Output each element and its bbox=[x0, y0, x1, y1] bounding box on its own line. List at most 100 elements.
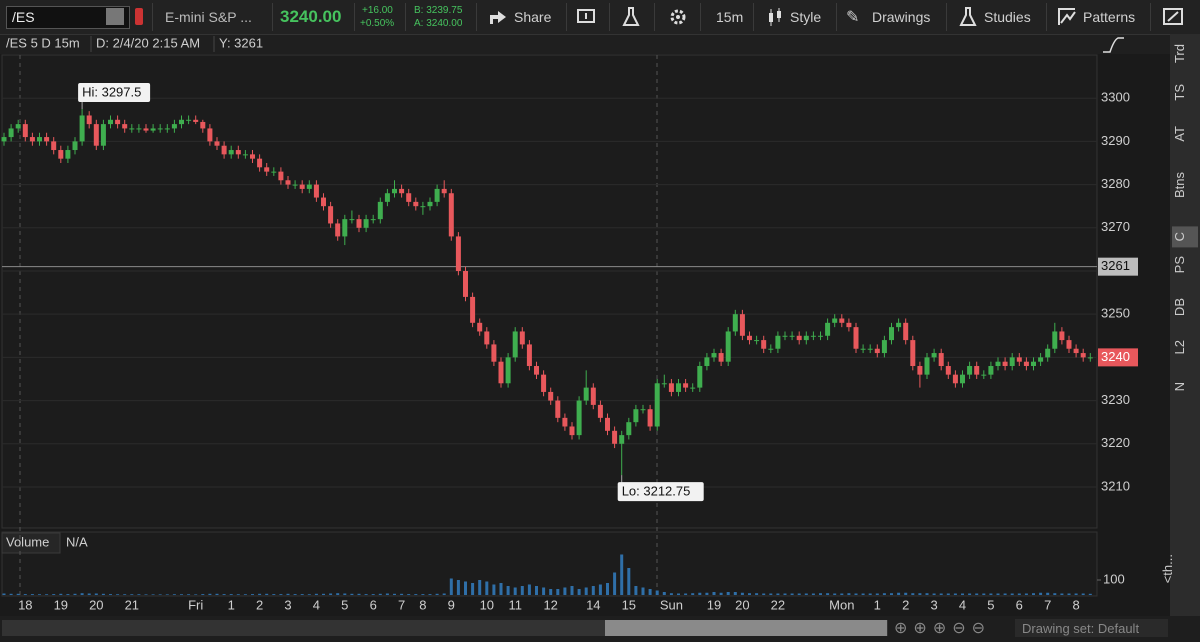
sidebar-tab[interactable]: DB bbox=[1172, 298, 1187, 317]
sidebar-tab[interactable]: AT bbox=[1172, 126, 1187, 142]
drawing-set[interactable]: Drawing set: Default bbox=[1022, 621, 1140, 636]
sidebar-tab[interactable]: TS bbox=[1172, 84, 1187, 101]
x-tick-label: 14 bbox=[586, 597, 600, 612]
symbol-dropdown[interactable] bbox=[106, 8, 124, 25]
volume-bar bbox=[726, 592, 730, 595]
drawings-icon[interactable]: ✎ bbox=[846, 9, 860, 26]
candle-body bbox=[931, 353, 937, 358]
volume-bar bbox=[1039, 592, 1043, 595]
volume-bar bbox=[1053, 593, 1057, 595]
candle-body bbox=[1045, 348, 1051, 358]
style-menu[interactable]: Style bbox=[790, 9, 822, 25]
studies-menu[interactable]: Studies bbox=[984, 9, 1031, 25]
sidebar-tab[interactable]: N bbox=[1172, 382, 1187, 392]
volume-bar bbox=[407, 594, 411, 595]
candle-body bbox=[668, 383, 674, 392]
volume-bar bbox=[662, 592, 666, 595]
volume-bar bbox=[279, 594, 283, 595]
candle-body bbox=[867, 348, 873, 350]
drawings-menu[interactable]: Drawings bbox=[872, 9, 931, 25]
style-icon[interactable] bbox=[1103, 37, 1124, 53]
sidebar-tab[interactable]: Trd bbox=[1172, 44, 1187, 64]
candle-body bbox=[164, 128, 170, 130]
volume-bar bbox=[442, 593, 446, 595]
volume-bar bbox=[591, 586, 595, 595]
candle-body bbox=[810, 335, 816, 337]
candle-body bbox=[271, 171, 277, 173]
volume-bar bbox=[314, 593, 318, 595]
share-button[interactable]: Share bbox=[514, 9, 552, 25]
flask-icon[interactable] bbox=[622, 7, 640, 27]
candle-body bbox=[676, 383, 681, 392]
candle-body bbox=[839, 318, 845, 323]
drawing-set-box[interactable] bbox=[1015, 619, 1168, 637]
sidebar-tab[interactable]: L2 bbox=[1172, 340, 1187, 355]
volume-bar bbox=[499, 583, 503, 595]
scrollbar-thumb[interactable] bbox=[605, 620, 887, 636]
candle-body bbox=[633, 409, 639, 423]
settings-icon[interactable] bbox=[668, 7, 688, 27]
candle-body bbox=[1066, 340, 1072, 349]
timeframe[interactable]: 15m bbox=[716, 9, 744, 25]
candle-body bbox=[79, 115, 85, 142]
volume-bar bbox=[776, 593, 780, 595]
y-tick-label: 3290 bbox=[1101, 133, 1130, 148]
price-plot: 3210322032303240325032603270328032903300… bbox=[1, 82, 1138, 612]
link-indicator[interactable] bbox=[135, 8, 143, 25]
x-tick-label: 5 bbox=[987, 597, 994, 612]
volume-bar bbox=[797, 593, 801, 595]
symbol[interactable]: /ES bbox=[12, 9, 35, 25]
sidebar-more[interactable]: <th... bbox=[1160, 554, 1175, 584]
candle-body bbox=[945, 366, 951, 375]
volume-bar bbox=[478, 580, 482, 595]
volume-bar bbox=[293, 594, 297, 595]
candle-body bbox=[292, 184, 298, 186]
candle-body bbox=[569, 426, 575, 436]
symbol-box[interactable] bbox=[6, 6, 130, 29]
message-icon[interactable] bbox=[577, 8, 597, 26]
candle-body bbox=[86, 115, 92, 125]
x-tick-label: 9 bbox=[448, 597, 455, 612]
candle-body bbox=[690, 387, 696, 389]
patterns-icon[interactable] bbox=[1057, 7, 1077, 27]
zoom-controls[interactable]: ⊕⊕⊕⊖⊖ bbox=[894, 620, 992, 637]
style-candles-icon[interactable] bbox=[766, 7, 784, 27]
x-tick-label: 18 bbox=[18, 597, 32, 612]
volume-bar bbox=[606, 583, 609, 595]
sidebar-tab[interactable]: C bbox=[1172, 226, 1198, 248]
studies-icon[interactable] bbox=[959, 7, 977, 27]
sidebar-tab[interactable]: Btns bbox=[1172, 172, 1187, 199]
volume-panel bbox=[1, 531, 1098, 597]
info-bar bbox=[0, 34, 1170, 54]
candle-body bbox=[200, 121, 206, 129]
candle-body bbox=[37, 137, 42, 142]
share-icon[interactable] bbox=[488, 8, 508, 26]
candle-body bbox=[605, 417, 610, 431]
candle-body bbox=[363, 219, 369, 228]
candle-body bbox=[491, 344, 497, 362]
volume-bar bbox=[826, 593, 830, 595]
toolbar: /ES E-mini S&P ... 3240.00 +16.00 +0.50%… bbox=[0, 0, 1200, 35]
patterns-menu[interactable]: Patterns bbox=[1083, 9, 1136, 25]
candle-body bbox=[896, 322, 902, 328]
volume-bar bbox=[144, 594, 148, 595]
volume-bar bbox=[520, 586, 524, 595]
volume-bar bbox=[1003, 593, 1007, 595]
candle-body bbox=[853, 327, 859, 349]
volume-bar bbox=[925, 593, 929, 595]
candle-body bbox=[143, 128, 149, 131]
sidebar-tab[interactable]: PS bbox=[1172, 256, 1187, 274]
volume-bar bbox=[1017, 593, 1021, 595]
settings-panel-icon[interactable] bbox=[1163, 7, 1185, 27]
y-tick-label: 3250 bbox=[1101, 306, 1130, 321]
candle-body bbox=[747, 335, 752, 341]
candle-body bbox=[242, 154, 248, 156]
candle-body bbox=[1052, 331, 1058, 349]
volume-bar bbox=[769, 593, 773, 595]
candle-body bbox=[22, 124, 28, 138]
candle-body bbox=[761, 340, 767, 349]
candle-body bbox=[505, 357, 511, 384]
x-tick-label: 4 bbox=[959, 597, 966, 612]
description: E-mini S&P ... bbox=[165, 9, 252, 25]
